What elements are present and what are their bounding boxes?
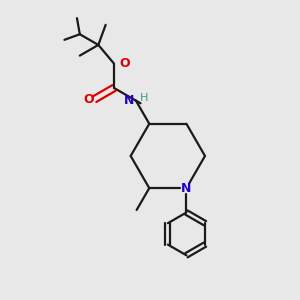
Text: O: O [83,93,94,106]
Text: H: H [140,93,149,103]
Text: N: N [181,182,192,195]
Text: O: O [119,57,130,70]
Text: N: N [124,94,134,107]
